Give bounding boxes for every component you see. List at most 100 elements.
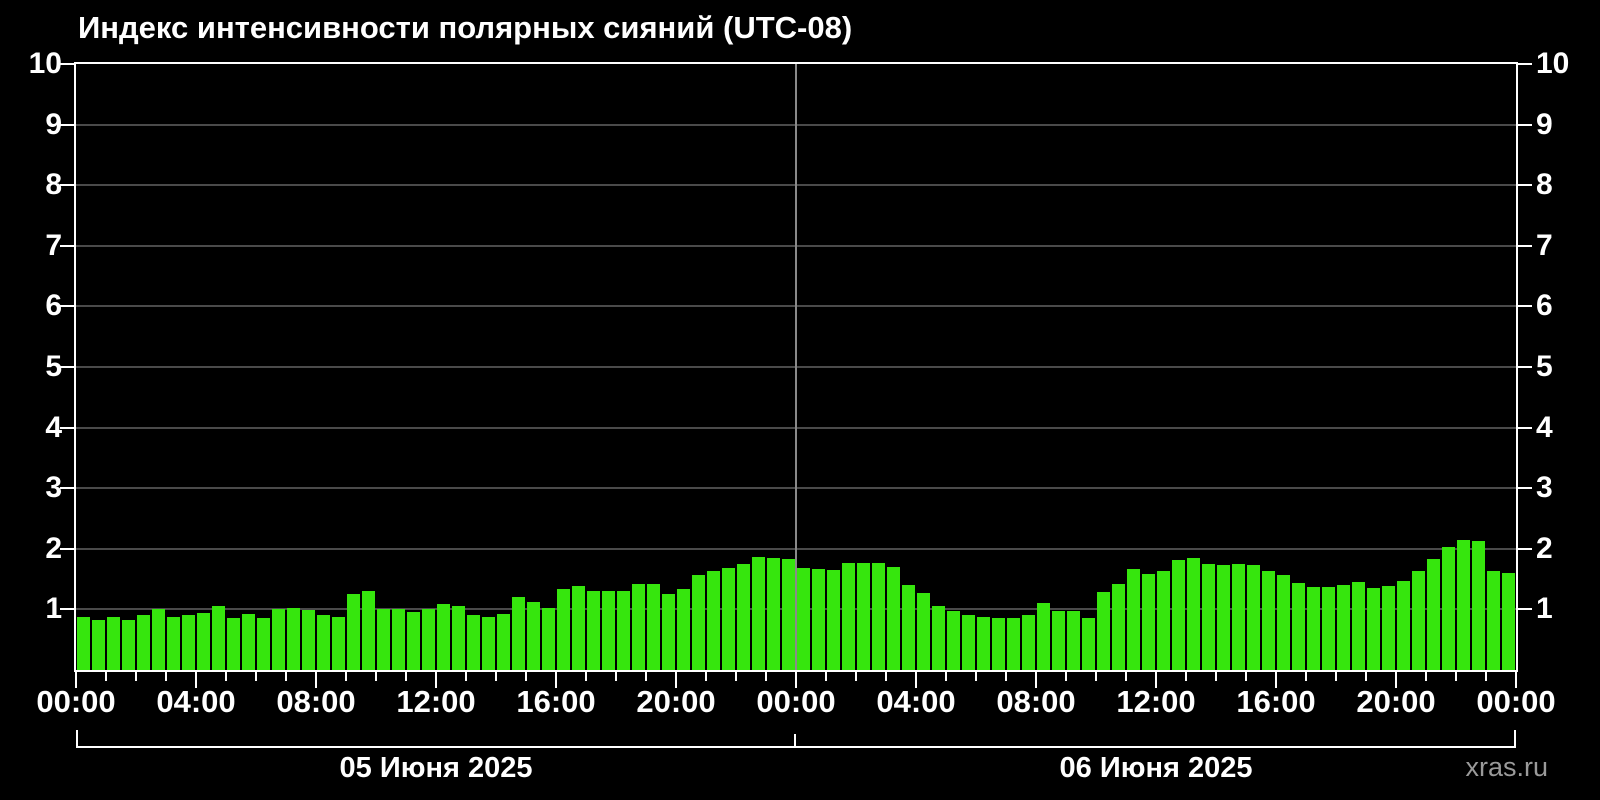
x-axis-minor-tick [495, 672, 497, 681]
aurora-bar [1067, 611, 1080, 670]
aurora-bar [1217, 565, 1230, 670]
x-axis-minor-tick [1005, 672, 1007, 681]
aurora-bar [92, 620, 105, 670]
y-axis-tick-right [1518, 305, 1532, 308]
aurora-bar [1097, 592, 1110, 670]
y-axis-label-left: 2 [45, 531, 62, 565]
y-axis-label-right: 4 [1536, 410, 1553, 444]
x-axis-minor-tick [225, 672, 227, 681]
x-axis-minor-tick [105, 672, 107, 681]
aurora-bar [1007, 618, 1020, 670]
y-axis-tick-left [60, 426, 74, 429]
aurora-bar [1457, 540, 1470, 670]
aurora-bar [467, 615, 480, 670]
x-axis-minor-tick [1425, 672, 1427, 681]
aurora-bar [602, 591, 615, 670]
aurora-bar [1427, 559, 1440, 670]
x-axis-major-tick [1155, 672, 1157, 688]
aurora-bar [1202, 564, 1215, 670]
aurora-bar [1187, 558, 1200, 670]
y-axis-label-right: 3 [1536, 471, 1553, 505]
x-axis-major-tick [795, 672, 797, 688]
aurora-bar [212, 606, 225, 670]
x-axis-minor-tick [945, 672, 947, 681]
aurora-bar [272, 609, 285, 670]
y-axis-label-right: 1 [1536, 592, 1553, 626]
x-axis-tick-label: 04:00 [876, 684, 956, 719]
y-axis-label-left: 1 [45, 592, 62, 626]
aurora-bar [677, 589, 690, 670]
aurora-bar [77, 617, 90, 670]
x-axis-minor-tick [705, 672, 707, 681]
x-axis-minor-tick [525, 672, 527, 681]
aurora-bar [1442, 547, 1455, 670]
y-axis-label-left: 8 [45, 168, 62, 202]
aurora-bar [1082, 618, 1095, 670]
x-axis-minor-tick [1245, 672, 1247, 681]
y-axis-tick-right [1518, 366, 1532, 368]
aurora-bar [1472, 541, 1485, 670]
x-axis-tick-label: 00:00 [1476, 684, 1556, 719]
aurora-bar [527, 602, 540, 670]
x-axis-minor-tick [375, 672, 377, 681]
y-axis-label-right: 6 [1536, 289, 1553, 323]
y-axis-label-right: 7 [1536, 228, 1553, 262]
aurora-bar [932, 606, 945, 670]
aurora-bar [1262, 571, 1275, 670]
aurora-bar [452, 606, 465, 670]
x-axis-major-tick [555, 672, 557, 688]
aurora-bar [662, 594, 675, 670]
y-axis-label-left: 4 [45, 410, 62, 444]
y-axis-tick-right [1518, 244, 1532, 247]
aurora-bar [1232, 564, 1245, 670]
x-axis-minor-tick [975, 672, 977, 681]
x-axis-tick-label: 08:00 [996, 684, 1076, 719]
aurora-bar [737, 564, 750, 670]
aurora-bar [557, 589, 570, 670]
y-axis-label-left: 5 [45, 350, 62, 383]
aurora-bar [152, 609, 165, 670]
aurora-bar [1397, 581, 1410, 670]
aurora-bar [1157, 571, 1170, 670]
x-axis-major-tick [1035, 672, 1037, 688]
aurora-bar [1037, 603, 1050, 670]
x-axis-tick-label: 20:00 [1356, 684, 1436, 719]
aurora-bar [872, 563, 885, 670]
aurora-bar [227, 618, 240, 670]
aurora-bar [242, 614, 255, 670]
aurora-bar [482, 617, 495, 670]
x-axis-minor-tick [1485, 672, 1487, 681]
date-axis-line [76, 746, 1516, 748]
x-axis-minor-tick [1065, 672, 1067, 681]
aurora-bar [977, 617, 990, 670]
plot-frame [74, 62, 1518, 672]
aurora-bar [917, 593, 930, 670]
y-axis-label-right: 2 [1536, 531, 1553, 565]
x-axis-minor-tick [1215, 672, 1217, 681]
aurora-bar [377, 609, 390, 670]
y-axis-tick-right [1518, 426, 1532, 429]
x-axis-minor-tick [1095, 672, 1097, 681]
aurora-bar [1412, 571, 1425, 670]
aurora-bar [947, 611, 960, 670]
watermark-xras: xras.ru [1465, 752, 1548, 782]
aurora-bar [797, 568, 810, 670]
date-axis-tick-middle [794, 734, 796, 748]
y-axis-label-right: 8 [1536, 168, 1553, 202]
aurora-bar [542, 608, 555, 670]
x-axis-major-tick [195, 672, 197, 688]
aurora-bar [332, 617, 345, 670]
x-axis-minor-tick [465, 672, 467, 681]
aurora-bar [572, 586, 585, 670]
plot-area [76, 64, 1516, 670]
aurora-bar [1502, 573, 1515, 670]
y-axis-tick-left [60, 244, 74, 247]
aurora-bar [362, 591, 375, 670]
x-axis-tick-label: 08:00 [276, 684, 356, 719]
x-axis-tick-label: 00:00 [36, 684, 116, 719]
day-divider-line [795, 64, 797, 670]
aurora-bar [302, 610, 315, 670]
y-axis-tick-left [60, 63, 74, 65]
aurora-bar [1112, 584, 1125, 670]
